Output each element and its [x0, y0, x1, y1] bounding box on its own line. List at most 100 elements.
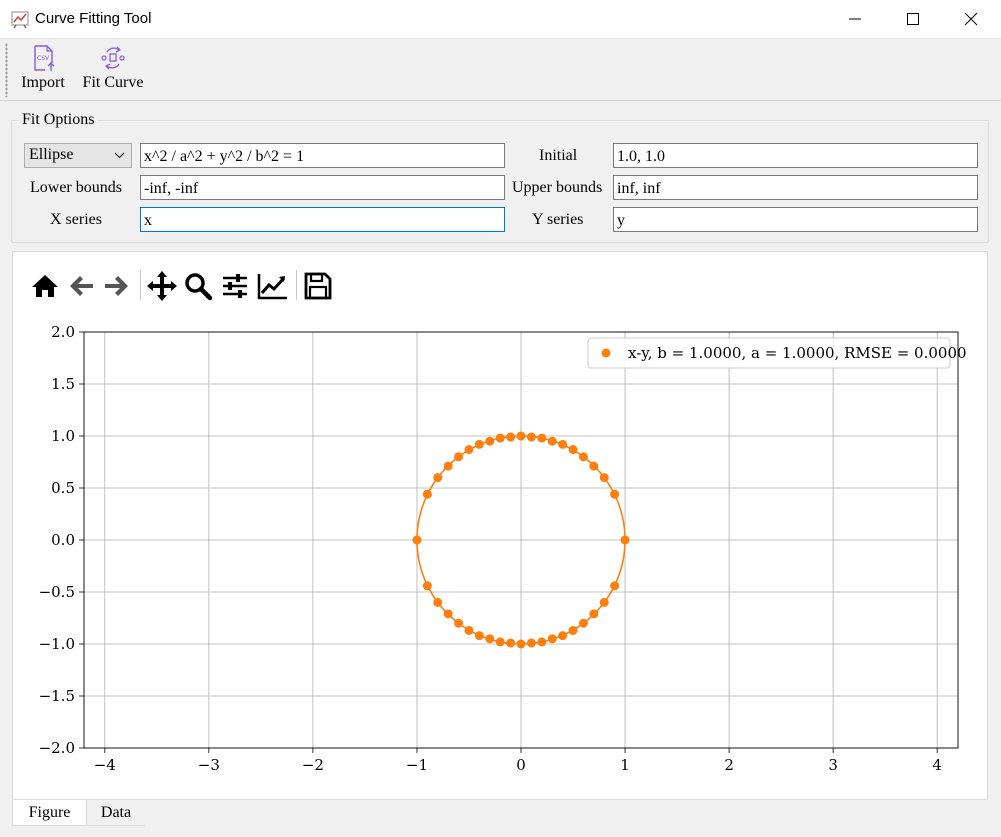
model-select[interactable]: Ellipse	[24, 143, 132, 168]
lower-bounds-input[interactable]	[140, 175, 505, 200]
forward-arrow-icon	[105, 276, 128, 296]
data-point	[599, 597, 609, 607]
data-point	[599, 473, 609, 483]
save-figure-button[interactable]	[302, 268, 336, 304]
data-point	[568, 625, 578, 635]
zoom-icon	[185, 273, 213, 301]
minimize-button[interactable]	[826, 0, 884, 39]
y-tick-label: −1.0	[39, 635, 75, 653]
window-title: Curve Fitting Tool	[35, 10, 152, 27]
legend-marker	[601, 348, 611, 358]
data-point	[610, 489, 620, 499]
upper-bounds-input[interactable]	[613, 175, 978, 200]
data-point	[547, 436, 557, 446]
data-point	[558, 439, 568, 449]
data-point	[474, 631, 484, 641]
data-point	[516, 431, 526, 441]
close-button[interactable]	[942, 0, 1000, 39]
y-tick-label: 1.5	[51, 375, 75, 393]
maximize-icon	[907, 13, 919, 25]
data-point	[464, 625, 474, 635]
tab-figure-label: Figure	[28, 804, 71, 821]
upper-bounds-label: Upper bounds	[512, 179, 603, 196]
legend-label: x-y, b = 1.0000, a = 1.0000, RMSE = 0.00…	[628, 344, 967, 362]
chart-app-icon	[11, 11, 29, 29]
main-toolbar: CSV Import Fit Curve	[0, 39, 1001, 101]
data-point	[495, 433, 505, 443]
data-point	[610, 581, 620, 591]
zoom-button[interactable]	[182, 268, 216, 304]
subplots-config-icon	[223, 274, 247, 298]
chevron-down-icon	[114, 152, 125, 159]
data-point	[422, 581, 432, 591]
y-tick-label: 1.0	[51, 427, 75, 445]
x-tick-label: −3	[198, 756, 220, 774]
data-point	[454, 618, 464, 628]
maximize-button[interactable]	[884, 0, 942, 39]
back-button[interactable]	[65, 268, 99, 304]
model-select-value: Ellipse	[29, 146, 74, 163]
x-tick-label: −1	[406, 756, 428, 774]
y-tick-label: 0.5	[51, 479, 75, 497]
tab-data[interactable]: Data	[87, 800, 145, 826]
toolbar-grip[interactable]	[5, 43, 8, 97]
home-icon	[32, 275, 58, 297]
lower-bounds-label: Lower bounds	[30, 179, 122, 196]
data-point	[578, 452, 588, 462]
plot-canvas[interactable]: −4 −3 −2 −1 0 1 2 3 4 −2.0 −1.5 −1.0 −0.5 0.0 0.5 1.0 1.…	[12, 252, 988, 800]
data-point	[485, 436, 495, 446]
import-label: Import	[21, 74, 65, 91]
toolbar-separator	[296, 270, 297, 300]
home-button[interactable]	[29, 268, 63, 304]
back-arrow-icon	[70, 276, 93, 296]
data-point	[578, 618, 588, 628]
y-series-input[interactable]	[613, 207, 978, 232]
x-series-input[interactable]	[140, 207, 505, 232]
tab-data-label: Data	[100, 804, 132, 821]
pan-button[interactable]	[146, 268, 180, 304]
data-point	[433, 597, 443, 607]
fit-curve-button[interactable]: Fit Curve	[79, 43, 147, 92]
edit-axes-button[interactable]	[256, 268, 290, 304]
equation-input[interactable]	[140, 143, 505, 168]
data-point	[537, 433, 547, 443]
csv-file-import-icon: CSV	[34, 45, 55, 71]
data-point	[526, 638, 536, 648]
initial-label: Initial	[539, 147, 578, 164]
forward-button[interactable]	[101, 268, 135, 304]
data-point	[558, 631, 568, 641]
data-point	[526, 432, 536, 442]
initial-input[interactable]	[613, 143, 978, 168]
x-series-label: X series	[50, 211, 102, 228]
data-point	[454, 452, 464, 462]
tab-figure[interactable]: Figure	[12, 800, 87, 826]
toolbar-separator	[140, 270, 141, 300]
data-point	[422, 489, 432, 499]
data-point	[464, 445, 474, 455]
data-point	[620, 535, 630, 545]
x-tick-label: 3	[828, 756, 838, 774]
x-tick-label: 4	[932, 756, 942, 774]
data-point	[412, 535, 422, 545]
legend-box	[587, 337, 951, 369]
y-tick-label: 2.0	[51, 323, 75, 341]
pan-icon	[147, 271, 177, 301]
y-tick-label: 0.0	[51, 531, 75, 549]
y-tick-label: −2.0	[39, 739, 75, 757]
data-point	[506, 638, 516, 648]
x-tick-label: 2	[724, 756, 734, 774]
close-icon	[964, 12, 978, 26]
data-point	[516, 639, 526, 649]
data-point	[443, 609, 453, 619]
import-button[interactable]: CSV Import	[16, 43, 70, 92]
fit-options-title: Fit Options	[18, 111, 99, 129]
data-point	[433, 473, 443, 483]
y-tick-label: −1.5	[39, 687, 75, 705]
data-point	[589, 609, 599, 619]
data-point	[485, 634, 495, 644]
data-point	[589, 461, 599, 471]
data-point	[495, 637, 505, 647]
save-icon	[304, 272, 332, 300]
configure-subplots-button[interactable]	[219, 268, 253, 304]
x-tick-label: −2	[302, 756, 324, 774]
